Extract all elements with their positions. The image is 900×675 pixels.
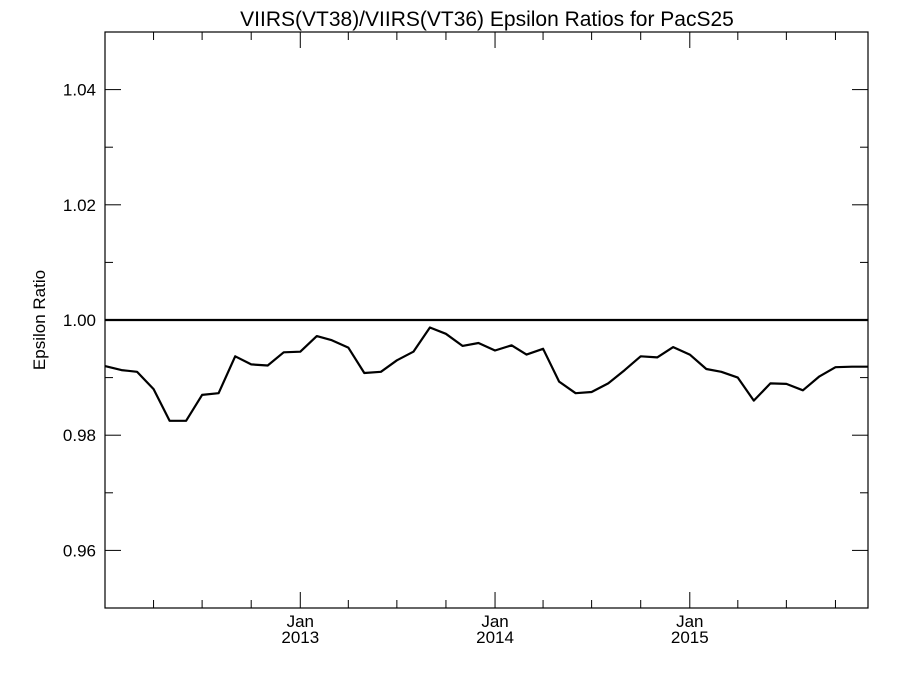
- chart-title: VIIRS(VT38)/VIIRS(VT36) Epsilon Ratios f…: [240, 8, 734, 31]
- y-tick-label: 0.96: [63, 541, 96, 560]
- y-tick-label: 1.02: [63, 196, 96, 215]
- x-tick-label-year: 2014: [476, 628, 514, 647]
- x-tick-label-year: 2015: [671, 628, 709, 647]
- y-axis-title: Epsilon Ratio: [30, 270, 49, 370]
- y-tick-label: 0.98: [63, 426, 96, 445]
- y-axis: 0.96 0.98 1.00 1.02 1.04: [63, 81, 868, 560]
- series-line: [104, 326, 868, 422]
- x-tick-label-year: 2013: [281, 628, 319, 647]
- y-tick-label: 1.04: [63, 81, 96, 100]
- x-tick-label-month: Jan: [676, 612, 703, 631]
- x-tick-label-month: Jan: [287, 612, 314, 631]
- y-tick-label: 1.00: [63, 311, 96, 330]
- x-tick-label-month: Jan: [481, 612, 508, 631]
